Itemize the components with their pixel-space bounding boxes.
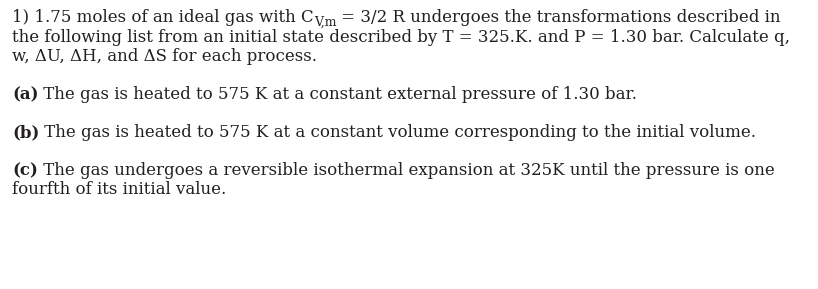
Text: = 3/2 R undergoes the transformations described in: = 3/2 R undergoes the transformations de… [336, 9, 780, 26]
Text: The gas is heated to 575 K at a constant external pressure of 1.30 bar.: The gas is heated to 575 K at a constant… [38, 86, 637, 103]
Text: w, ΔU, ΔH, and ΔS for each process.: w, ΔU, ΔH, and ΔS for each process. [12, 48, 317, 65]
Text: The gas is heated to 575 K at a constant volume corresponding to the initial vol: The gas is heated to 575 K at a constant… [39, 124, 757, 141]
Text: (b): (b) [12, 124, 39, 141]
Text: (c): (c) [12, 162, 38, 179]
Text: the following list from an initial state described by T = 325.K. and P = 1.30 ba: the following list from an initial state… [12, 29, 790, 45]
Text: fourfth of its initial value.: fourfth of its initial value. [12, 181, 227, 199]
Text: The gas undergoes a reversible isothermal expansion at 325K until the pressure i: The gas undergoes a reversible isotherma… [38, 162, 775, 179]
Text: (a): (a) [12, 86, 38, 103]
Text: 1) 1.75 moles of an ideal gas with C: 1) 1.75 moles of an ideal gas with C [12, 9, 313, 26]
Text: V,m: V,m [313, 16, 336, 29]
